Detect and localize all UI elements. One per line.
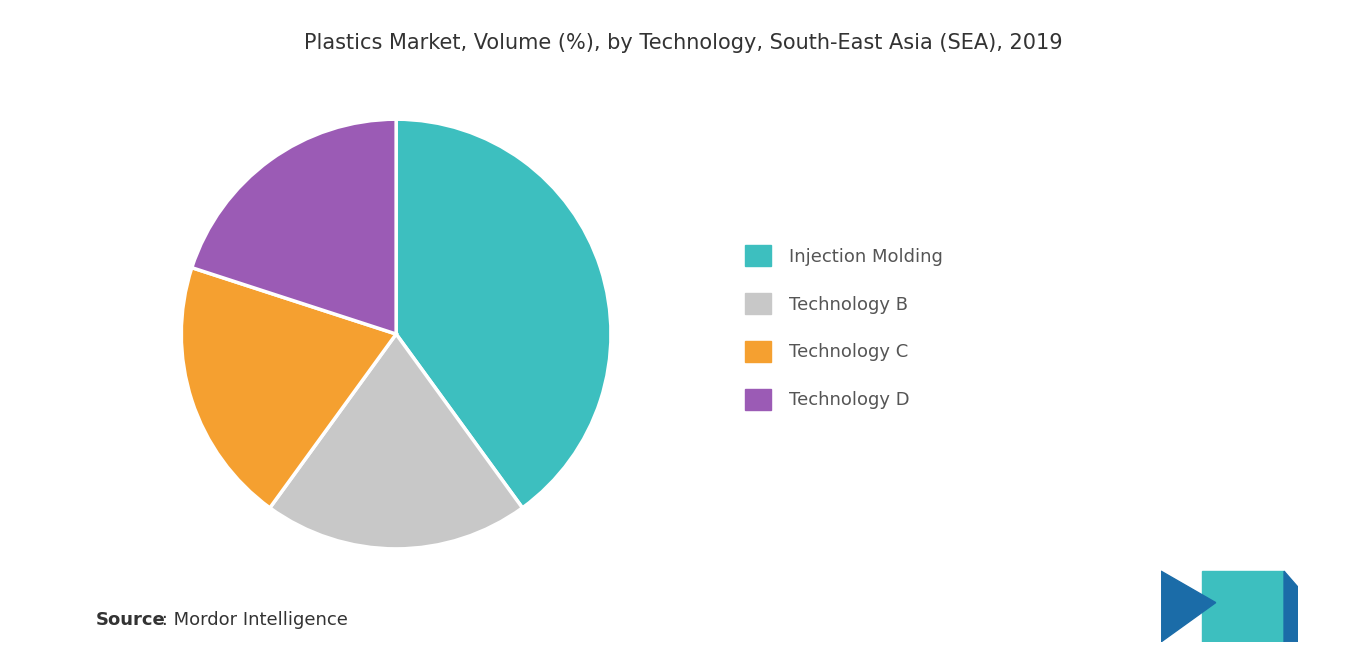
Text: Source: Source xyxy=(96,611,165,629)
Text: : Mordor Intelligence: : Mordor Intelligence xyxy=(156,611,347,629)
Wedge shape xyxy=(270,334,522,549)
Wedge shape xyxy=(182,268,396,508)
Text: Plastics Market, Volume (%), by Technology, South-East Asia (SEA), 2019: Plastics Market, Volume (%), by Technolo… xyxy=(303,33,1063,53)
Polygon shape xyxy=(1284,571,1298,642)
Wedge shape xyxy=(396,119,611,508)
Polygon shape xyxy=(1161,571,1216,642)
Wedge shape xyxy=(191,119,396,334)
Polygon shape xyxy=(1202,571,1284,642)
Legend: Injection Molding, Technology B, Technology C, Technology D: Injection Molding, Technology B, Technol… xyxy=(746,245,943,410)
